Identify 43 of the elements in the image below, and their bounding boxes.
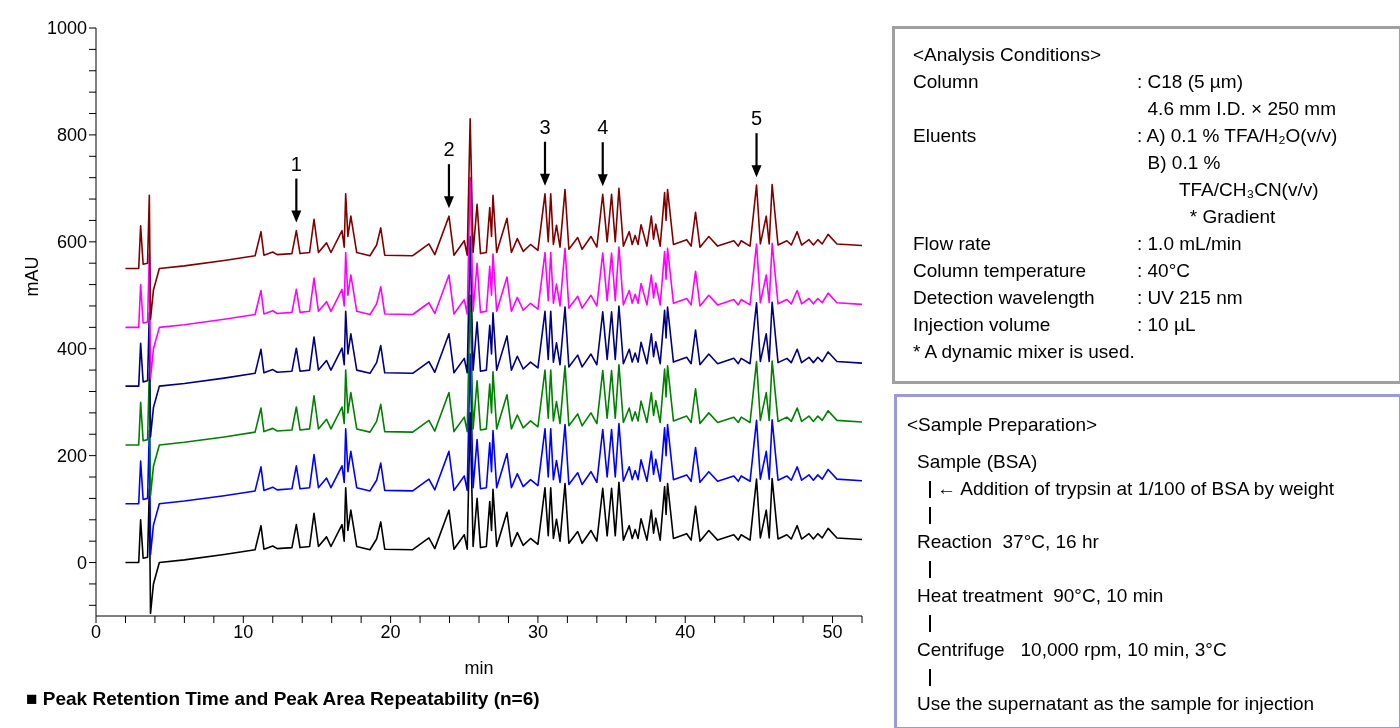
text: B) 0.1 %	[1146, 151, 1221, 175]
text: Sample (BSA)	[917, 451, 1038, 472]
y-tick-label: 800	[56, 125, 87, 146]
line-series	[124, 294, 862, 497]
x-tick-label: 0	[90, 621, 102, 642]
x-axis-title: min	[464, 658, 494, 678]
text: Heat treatment 90°C, 10 min	[917, 585, 1164, 606]
annotation: 3	[539, 115, 551, 138]
text: Reaction 37°C, 16 hr	[917, 531, 1099, 552]
y-tick-label: 600	[56, 232, 87, 253]
line-series	[124, 176, 862, 379]
line-series	[124, 353, 862, 556]
text: 4.6 mm I.D. × 250 mm	[1146, 97, 1337, 121]
y-tick-label: 400	[56, 339, 87, 360]
x-tick-label: 30	[527, 621, 548, 642]
x-tick-label: 20	[380, 621, 401, 642]
annotation: 1	[290, 152, 302, 175]
y-tick-label: 0	[76, 552, 87, 573]
text: Detection wavelength : UV 215 nm	[913, 287, 1243, 308]
text: <Sample Preparation>	[907, 414, 1098, 435]
text: ■ Peak Retention Time and Peak Area Repeatability (n=6)	[26, 688, 540, 709]
text: * A dynamic mixer is used.	[913, 340, 1135, 364]
text: <Analysis Conditions>	[913, 44, 1101, 65]
text: * Gradient	[1188, 205, 1276, 229]
text: TFA/CH₃CN(v/v)	[1177, 178, 1319, 202]
text: ← Addition of trypsin at 1/100 of BSA by weight	[937, 477, 1335, 501]
line-series	[124, 235, 862, 438]
text: Flow rate : 1.0 mL/min	[913, 233, 1242, 254]
text: Column : C18 (5 µm)	[913, 71, 1243, 92]
text: Injection volume : 10 µL	[913, 314, 1196, 335]
text: Eluents : A) 0.1 % TFA/H₂O(v/v)	[913, 125, 1338, 146]
y-axis-title: mAU	[21, 256, 42, 297]
y-tick-label: 200	[56, 446, 87, 467]
text: Use the supernatant as the sample for injection	[917, 693, 1315, 714]
x-tick-label: 10	[233, 621, 254, 642]
annotation: 2	[443, 138, 455, 161]
y-tick-label: 1000	[46, 18, 87, 39]
x-tick-label: 40	[675, 621, 696, 642]
annotation: 4	[597, 116, 609, 139]
text: Column temperature : 40°C	[913, 260, 1191, 281]
text: Centrifuge 10,000 rpm, 10 min, 3°C	[917, 639, 1227, 660]
annotation: 5	[750, 107, 763, 130]
x-tick-label: 50	[822, 621, 843, 642]
